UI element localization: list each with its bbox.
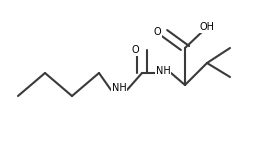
- Text: NH: NH: [112, 83, 126, 93]
- Text: O: O: [132, 45, 139, 55]
- Text: NH: NH: [156, 66, 171, 76]
- Text: OH: OH: [199, 22, 214, 32]
- Text: O: O: [154, 27, 161, 37]
